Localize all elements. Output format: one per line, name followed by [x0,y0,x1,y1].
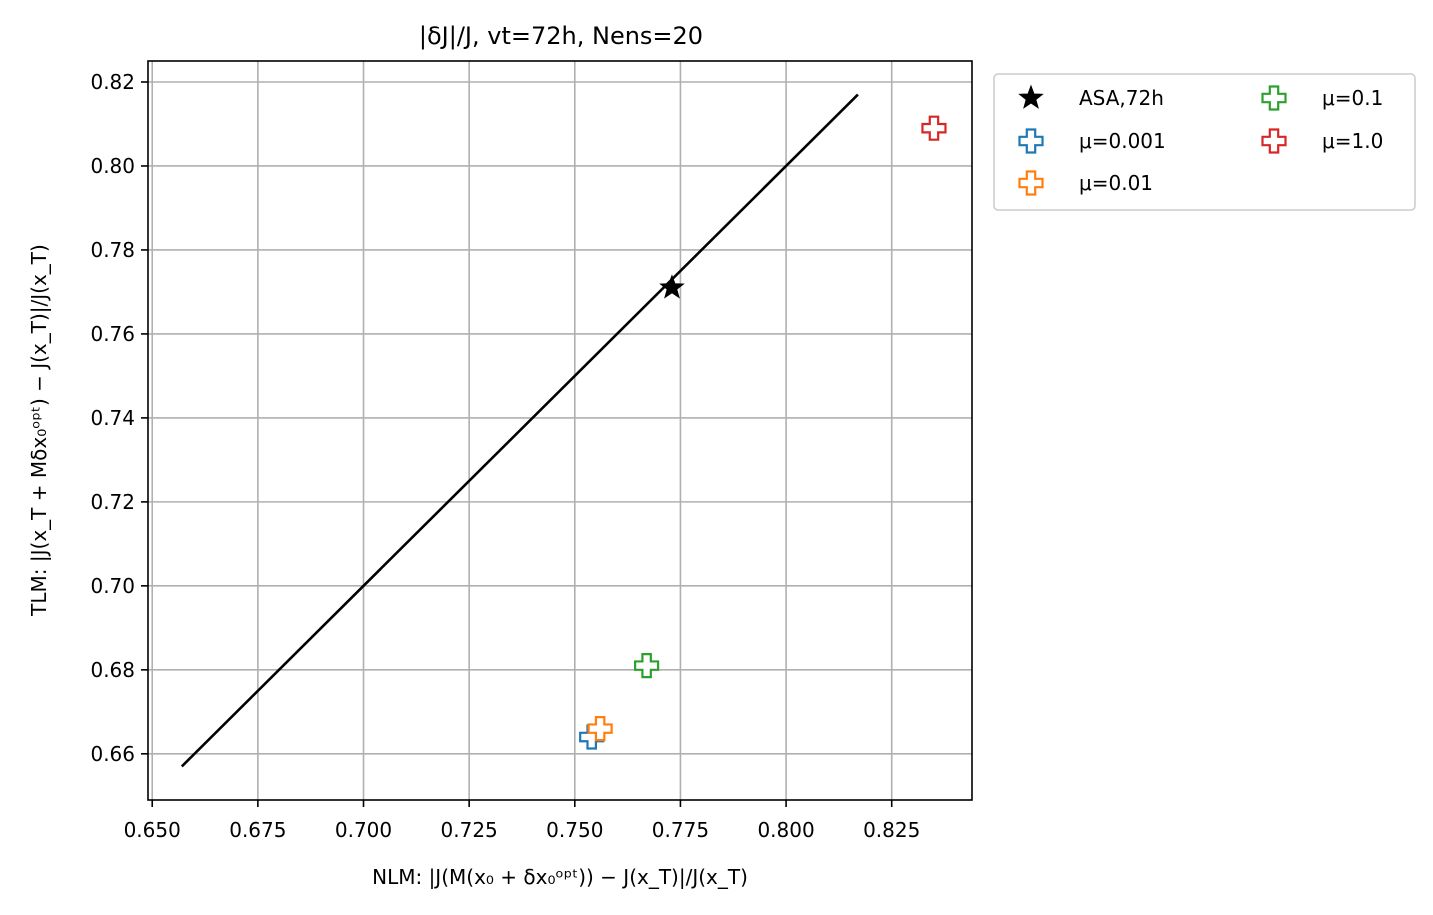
y-tick-label: 0.72 [90,490,135,514]
data-point-marker [587,716,613,742]
data-point-marker [634,653,660,679]
data-point-marker [659,274,685,299]
x-axis-label: NLM: |J(M(x₀ + δx₀ᵒᵖᵗ)) − J(x_T)|/J(x_T) [372,865,748,889]
legend-marker [1018,128,1044,154]
legend-label: μ=0.1 [1322,86,1383,110]
reference-line-group [180,93,859,768]
x-axis-ticks: 0.650 0.675 0.700 0.725 0.750 0.775 0.800 0.825 [124,800,920,842]
legend-label: μ=0.01 [1079,171,1153,195]
y-tick-label: 0.78 [90,238,135,262]
y-tick-label: 0.76 [90,322,135,346]
legend-label: ASA,72h [1079,86,1164,110]
legend-marker [1018,170,1044,196]
x-tick-label: 0.700 [335,818,392,842]
y-axis-ticks: 0.66 0.68 0.70 0.72 0.74 0.76 0.78 0.80 0.82 [90,70,148,766]
legend: ASA,72h μ=0.001 μ=0.01 μ=0.1 μ=1.0 [993,73,1416,211]
legend-marker [1261,128,1287,154]
x-tick-label: 0.725 [441,818,498,842]
x-tick-label: 0.775 [652,818,709,842]
y-axis-label: TLM: |J(x_T + Mδx₀ᵒᵖᵗ) − J(x_T)|/J(x_T) [27,244,51,617]
x-tick-label: 0.675 [229,818,286,842]
legend-marker [1018,84,1044,109]
reference-line [180,93,859,768]
legend-marker [1261,85,1287,111]
data-points [579,115,947,750]
chart-title: |δJ|/J, vt=72h, Nens=20 [419,22,703,50]
legend-label: μ=1.0 [1322,129,1383,153]
grid-lines [148,61,972,800]
y-tick-label: 0.66 [90,742,135,766]
data-point-marker [921,115,947,141]
legend-box [993,73,1416,211]
plot-frame [147,60,973,801]
x-tick-label: 0.800 [757,818,814,842]
x-tick-label: 0.650 [124,818,181,842]
y-tick-label: 0.70 [90,574,135,598]
legend-label: μ=0.001 [1079,129,1166,153]
y-tick-label: 0.80 [90,154,135,178]
x-tick-label: 0.750 [546,818,603,842]
x-tick-label: 0.825 [863,818,920,842]
y-tick-label: 0.74 [90,406,135,430]
y-tick-label: 0.82 [90,70,135,94]
y-tick-label: 0.68 [90,658,135,682]
